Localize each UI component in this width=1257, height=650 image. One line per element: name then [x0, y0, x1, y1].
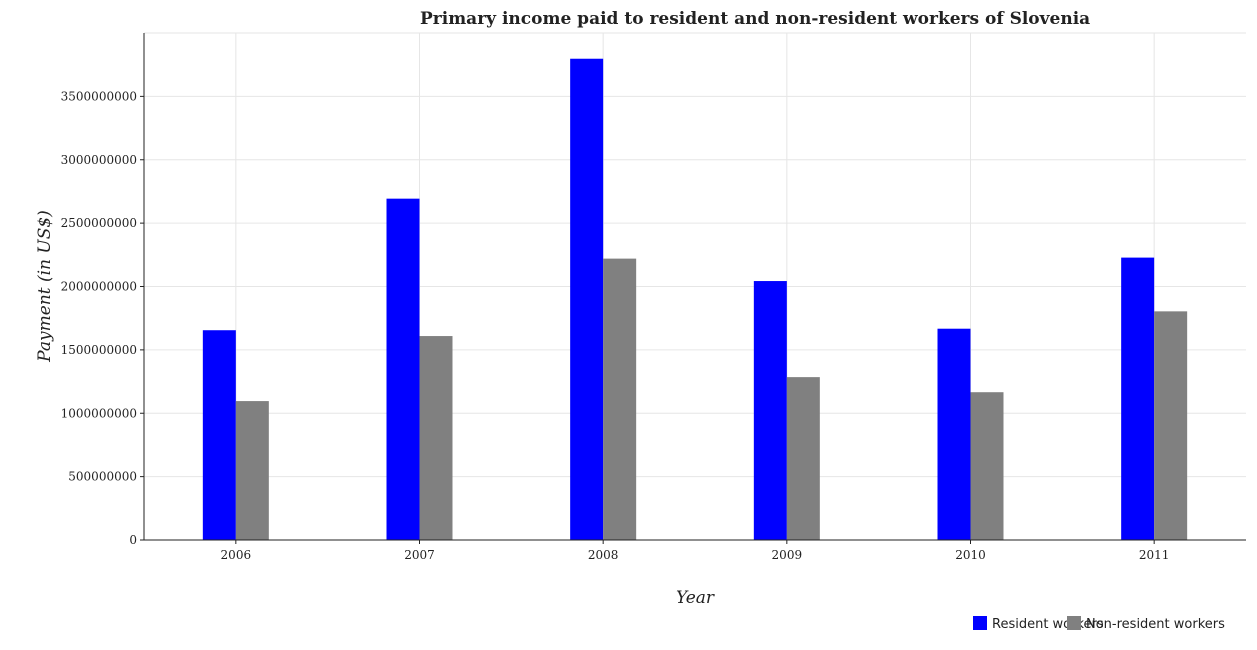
- y-tick-label: 1500000000: [61, 343, 137, 357]
- grid: [144, 32, 1246, 541]
- y-tick-label: 3500000000: [61, 89, 137, 103]
- bar-non-resident-workers-2011: [1154, 311, 1188, 540]
- bar-resident-workers-2007: [386, 198, 420, 541]
- bar-resident-workers-2008: [570, 58, 604, 540]
- y-axis-ticks: 0 500000000 1000000000 1500000000 2000000000…: [61, 89, 144, 547]
- y-tick-label: 1000000000: [61, 406, 137, 420]
- legend-label: Non-resident workers: [1086, 617, 1225, 632]
- x-tick-label: 2011: [1139, 548, 1170, 562]
- bar-resident-workers-2006: [202, 330, 236, 540]
- bar-resident-workers-2010: [937, 328, 971, 540]
- x-axis-ticks: 2006 2007 2008 2009 2010 2011: [221, 540, 1170, 562]
- bar-resident-workers-2009: [753, 281, 787, 540]
- bars: [202, 58, 1188, 541]
- legend-swatch: [973, 616, 987, 630]
- y-tick-label: 2500000000: [61, 216, 137, 230]
- x-tick-label: 2007: [404, 548, 435, 562]
- y-tick-label: 3000000000: [61, 153, 137, 167]
- chart-title: Primary income paid to resident and non-…: [420, 9, 1090, 29]
- y-tick-label: 0: [129, 533, 137, 547]
- x-tick-label: 2008: [588, 548, 619, 562]
- x-tick-label: 2006: [221, 548, 252, 562]
- x-tick-label: 2010: [955, 548, 986, 562]
- bar-non-resident-workers-2009: [786, 377, 820, 540]
- bar-non-resident-workers-2008: [603, 258, 637, 540]
- y-tick-label: 2000000000: [61, 280, 137, 294]
- bar-resident-workers-2011: [1121, 257, 1155, 540]
- bar-non-resident-workers-2006: [235, 401, 269, 540]
- legend-swatch: [1067, 616, 1081, 630]
- y-axis-label: Payment (in US$): [35, 210, 55, 363]
- x-axis-label: Year: [676, 588, 715, 608]
- bar-non-resident-workers-2007: [419, 336, 453, 540]
- y-tick-label: 500000000: [68, 470, 137, 484]
- x-tick-label: 2009: [772, 548, 803, 562]
- bar-non-resident-workers-2010: [970, 392, 1004, 540]
